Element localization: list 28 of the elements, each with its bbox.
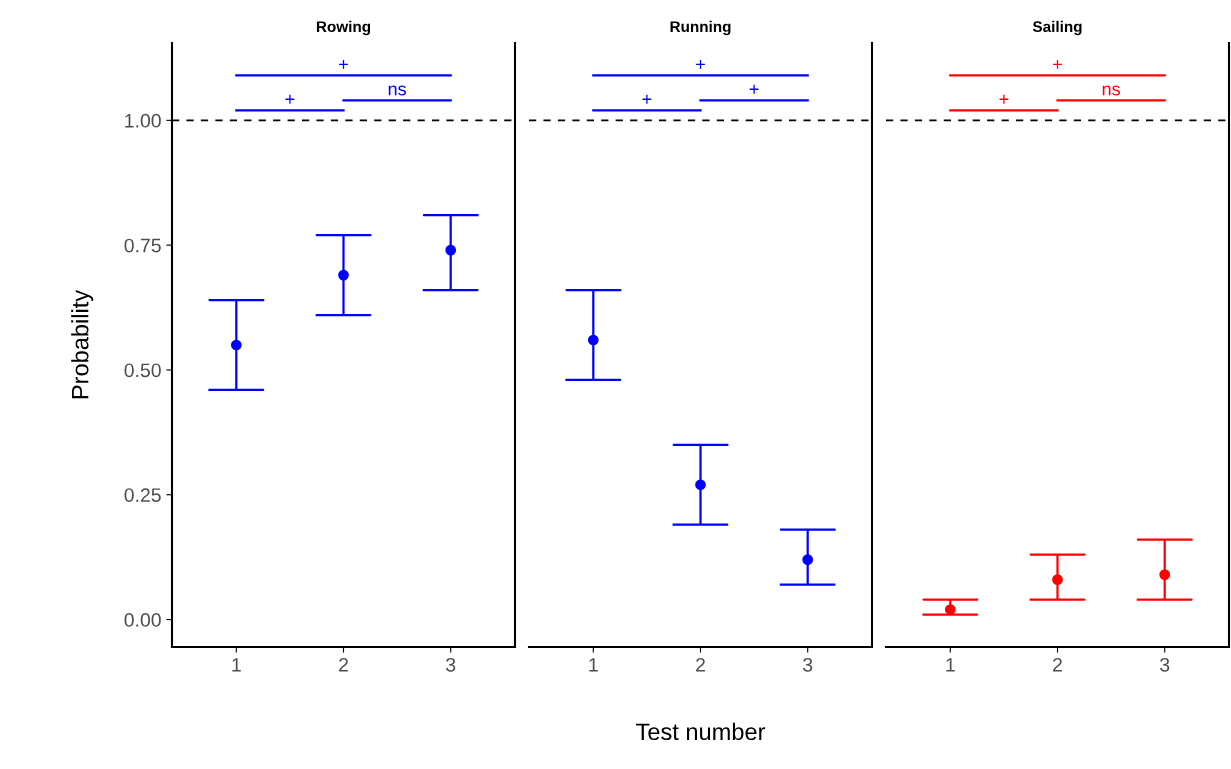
x-axis-title: Test number — [636, 722, 766, 741]
y-tick-label: 0.75 — [124, 238, 161, 253]
y-tick-label: 0.50 — [124, 363, 161, 378]
annotation: + — [999, 94, 1009, 104]
annotation: ns — [1102, 85, 1120, 96]
annotation: + — [696, 59, 705, 69]
x-tick-label: 2 — [1053, 657, 1062, 672]
y-tick-label: 0.25 — [124, 488, 161, 502]
y-tick-label: 0.00 — [124, 613, 161, 627]
y-tick-label: 1.00 — [125, 113, 161, 128]
x-tick-label: 2 — [696, 657, 705, 672]
annotation: ns — [388, 85, 406, 96]
x-tick-label: 1 — [232, 658, 241, 672]
x-tick-label: 1 — [589, 658, 598, 672]
annotation: + — [642, 94, 652, 104]
annotation: + — [285, 94, 295, 104]
x-tick-label: 3 — [803, 657, 813, 672]
x-tick-label: 1 — [946, 658, 955, 672]
chart-title: Sailing — [1032, 20, 1082, 36]
annotation: + — [339, 59, 348, 69]
annotation: + — [1053, 59, 1062, 69]
x-tick-label: 3 — [446, 657, 456, 672]
chart-title: Rowing — [316, 20, 371, 36]
annotation: + — [749, 84, 759, 94]
x-tick-label: 2 — [339, 657, 348, 672]
x-tick-label: 3 — [1160, 657, 1170, 672]
y-axis-title: Probability — [71, 289, 94, 399]
chart-title: Running — [670, 20, 731, 36]
